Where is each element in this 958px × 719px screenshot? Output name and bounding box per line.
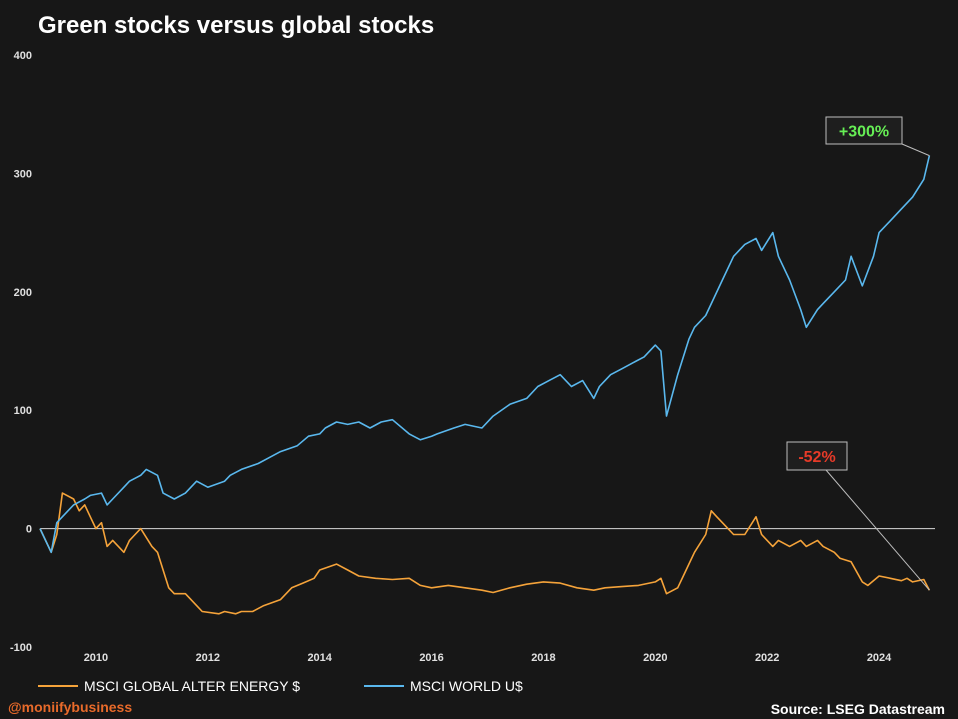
annotation-leader-line xyxy=(901,143,930,157)
annotation-box xyxy=(786,441,848,471)
x-tick-label: 2024 xyxy=(867,652,892,664)
y-tick-label: 300 xyxy=(14,168,32,180)
y-tick-label: 100 xyxy=(14,405,32,417)
series-line-alter-energy xyxy=(39,492,931,615)
x-axis: 2010 2012 2014 2016 2018 2020 2022 2024 xyxy=(84,652,892,664)
y-tick-label: -100 xyxy=(10,642,32,654)
source-note: Source: LSEG Datastream xyxy=(771,701,945,717)
x-tick-label: 2010 xyxy=(84,652,108,664)
legend-label: MSCI WORLD U$ xyxy=(410,678,523,694)
x-tick-label: 2012 xyxy=(196,652,220,664)
x-tick-label: 2020 xyxy=(643,652,667,664)
legend: MSCI GLOBAL ALTER ENERGY $ MSCI WORLD U$ xyxy=(38,678,523,694)
series-line-world xyxy=(39,155,931,554)
annotation-leader-line xyxy=(825,469,930,591)
credit-handle: @moniifybusiness xyxy=(8,699,132,715)
x-tick-label: 2022 xyxy=(755,652,779,664)
annotation-box xyxy=(825,116,903,145)
y-tick-label: 200 xyxy=(14,287,32,299)
y-tick-label: 0 xyxy=(26,524,32,536)
y-axis: -100 0 100 200 300 400 xyxy=(10,50,32,654)
annotations: +300% -52% xyxy=(786,116,930,591)
x-tick-label: 2018 xyxy=(531,652,555,664)
plot-area xyxy=(39,155,931,615)
x-tick-label: 2014 xyxy=(307,652,332,664)
legend-label: MSCI GLOBAL ALTER ENERGY $ xyxy=(84,678,300,694)
y-tick-label: 400 xyxy=(14,50,32,62)
annotation-label: -52% xyxy=(798,449,835,466)
annotation-label: +300% xyxy=(839,124,889,141)
chart-title: Green stocks versus global stocks xyxy=(38,12,434,39)
x-tick-label: 2016 xyxy=(419,652,443,664)
